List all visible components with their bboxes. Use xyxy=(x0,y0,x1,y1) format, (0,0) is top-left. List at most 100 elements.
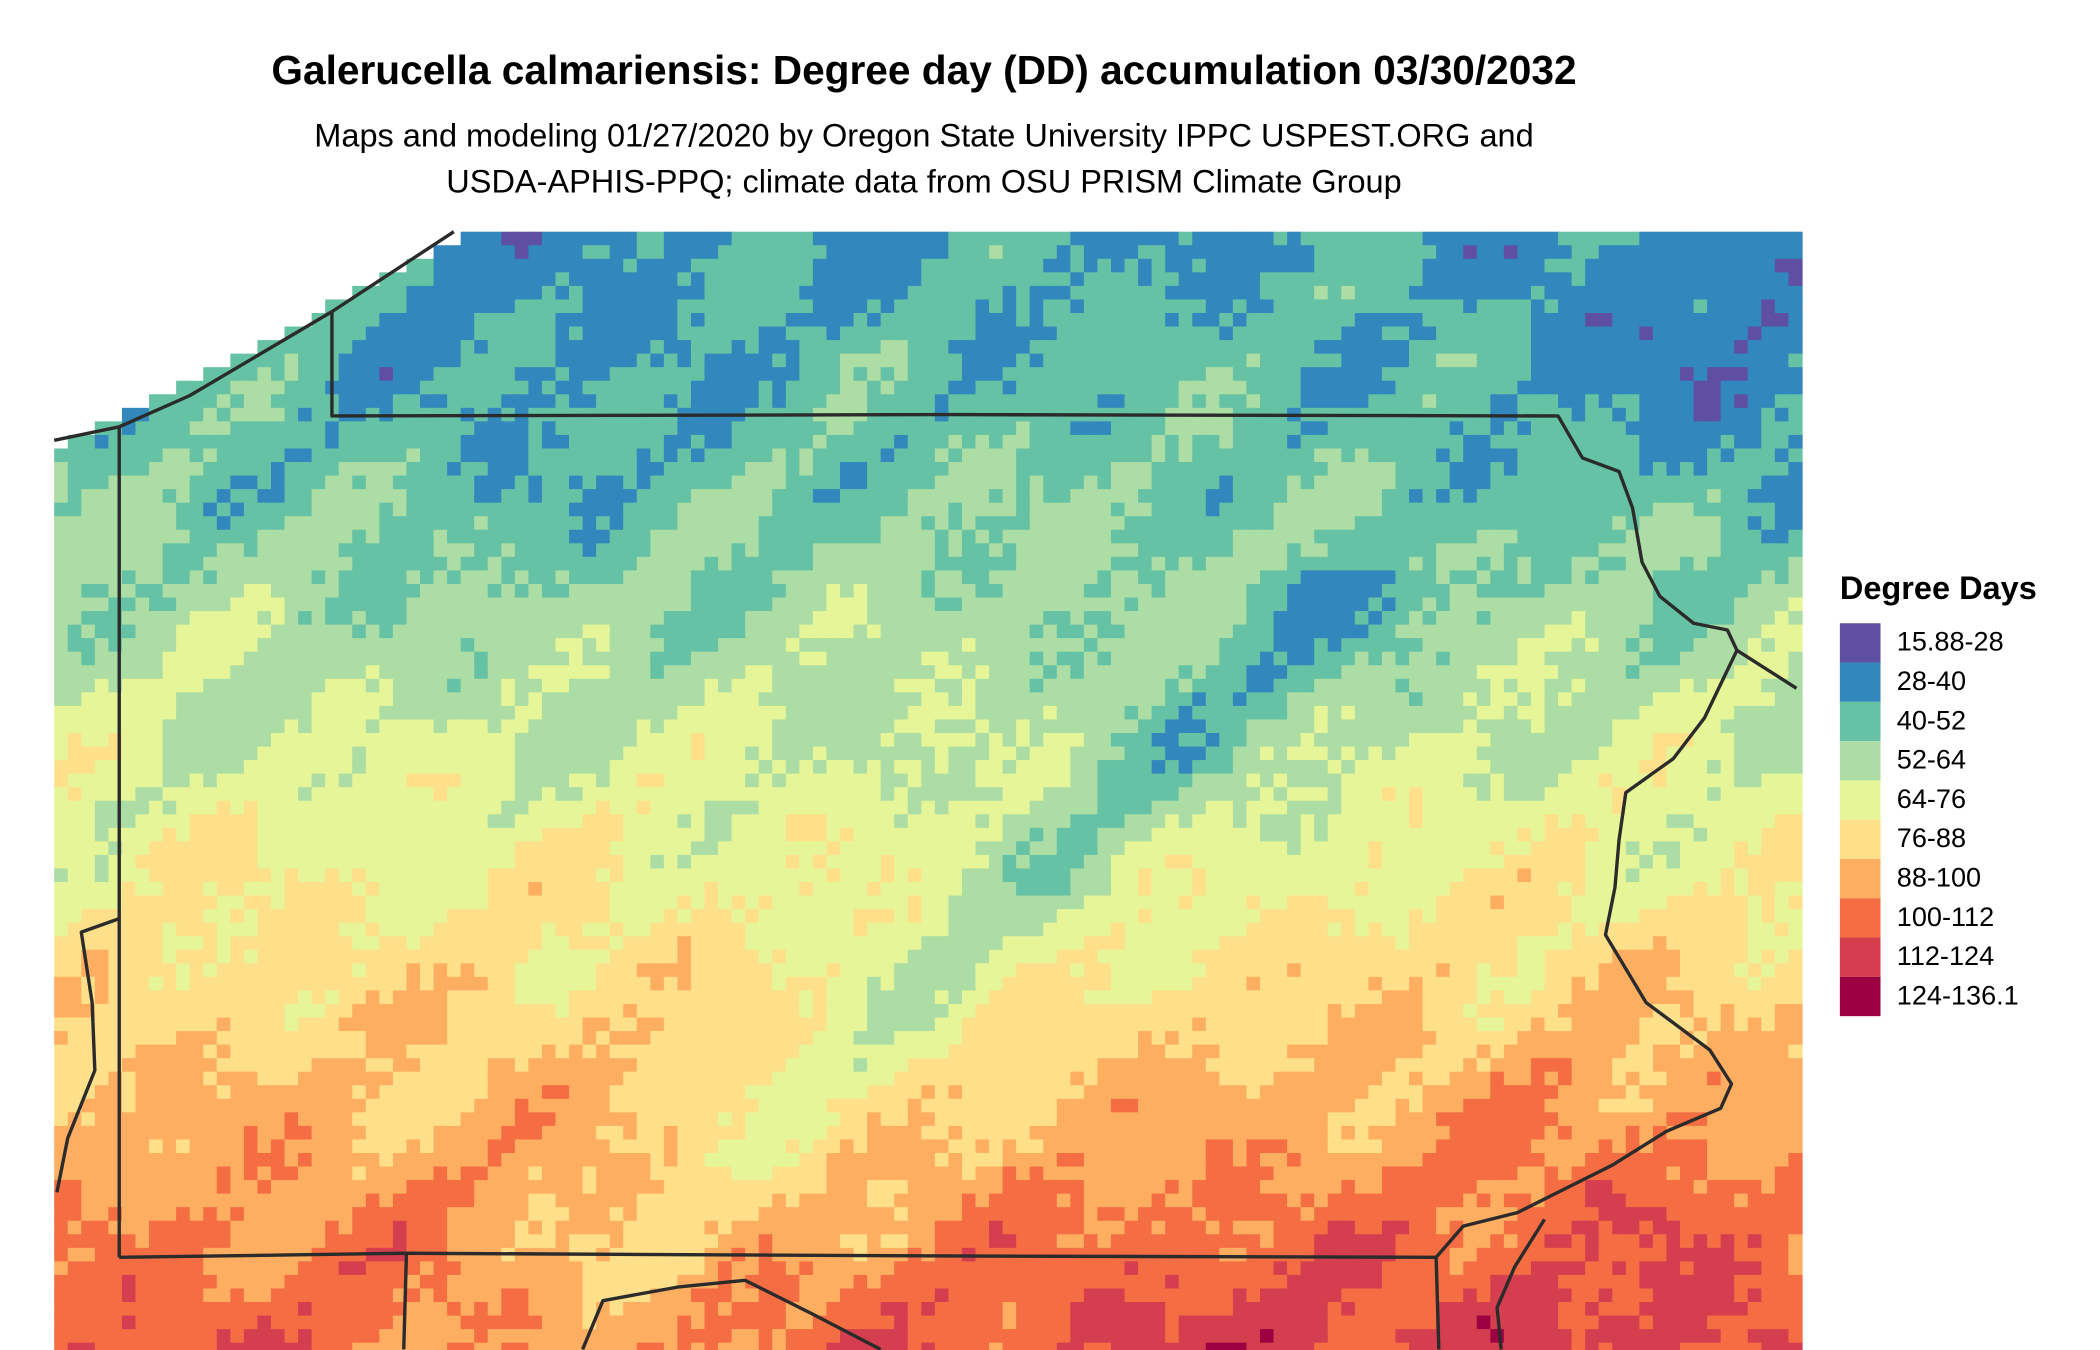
map-cell xyxy=(609,678,624,694)
map-cell xyxy=(1246,732,1261,748)
map-cell xyxy=(555,583,570,599)
map-cell xyxy=(379,543,394,558)
map-cell xyxy=(1273,746,1288,761)
map-cell xyxy=(1625,719,1641,734)
map-cell xyxy=(1463,516,1478,531)
map-cell xyxy=(569,462,584,477)
map-cell xyxy=(961,489,977,504)
map-cell xyxy=(298,611,313,626)
map-cell xyxy=(325,597,340,612)
map-cell xyxy=(1598,448,1613,463)
map-cell xyxy=(325,719,340,734)
map-cell xyxy=(677,719,692,734)
map-cell xyxy=(1368,434,1383,450)
map-cell xyxy=(704,475,719,490)
map-cell xyxy=(799,705,814,721)
map-cell xyxy=(1287,624,1302,639)
map-cell xyxy=(487,502,502,517)
map-cell xyxy=(1232,583,1248,599)
map-cell xyxy=(1530,394,1546,409)
map-cell xyxy=(406,556,421,572)
map-cell xyxy=(338,353,353,368)
map-cell xyxy=(541,502,557,517)
map-cell xyxy=(420,394,435,409)
map-cell xyxy=(1314,678,1329,694)
map-cell xyxy=(1178,746,1193,761)
map-cell xyxy=(1395,475,1410,490)
map-cell xyxy=(1788,611,1803,626)
map-cell xyxy=(812,624,828,639)
map-cell xyxy=(487,434,502,450)
map-cell xyxy=(1503,272,1519,287)
map-cell xyxy=(162,489,177,504)
map-cell xyxy=(189,611,204,626)
map-cell xyxy=(1530,245,1546,260)
map-cell xyxy=(1205,597,1221,612)
map-cell xyxy=(690,611,706,626)
map-cell xyxy=(1463,475,1478,490)
map-cell xyxy=(1503,462,1519,477)
map-cell xyxy=(785,448,801,463)
map-cell xyxy=(1544,353,1559,368)
map-cell xyxy=(1680,502,1695,517)
map-cell xyxy=(1612,732,1627,748)
map-cell xyxy=(352,665,367,680)
map-cell xyxy=(1747,312,1762,328)
map-cell xyxy=(1503,529,1519,544)
map-cell xyxy=(1056,475,1071,490)
map-cell xyxy=(1124,692,1139,707)
map-cell xyxy=(1124,245,1139,260)
map-cell xyxy=(1693,421,1708,436)
map-cell xyxy=(650,746,665,761)
map-cell xyxy=(203,705,218,721)
map-cell xyxy=(162,502,177,517)
map-cell xyxy=(1205,529,1221,544)
map-cell xyxy=(690,258,706,274)
map-cell xyxy=(1395,299,1410,314)
map-cell xyxy=(609,746,624,761)
map-cell xyxy=(961,760,977,775)
map-cell xyxy=(487,543,502,558)
map-cell xyxy=(528,556,543,572)
map-cell xyxy=(1707,367,1722,382)
map-cell xyxy=(1314,448,1329,463)
map-cell xyxy=(745,719,760,734)
map-cell xyxy=(1341,570,1356,585)
map-cell xyxy=(1395,732,1410,748)
map-cell xyxy=(1070,394,1085,409)
map-cell xyxy=(1625,556,1641,572)
map-cell xyxy=(1652,651,1668,666)
map-cell xyxy=(1273,285,1288,301)
map-cell xyxy=(1585,597,1600,612)
map-cell xyxy=(609,326,624,341)
map-cell xyxy=(894,773,909,788)
map-cell xyxy=(1571,624,1586,639)
map-cell xyxy=(636,746,651,761)
map-cell xyxy=(596,340,611,355)
map-cell xyxy=(541,746,557,761)
map-cell xyxy=(447,312,462,328)
map-cell xyxy=(420,719,435,734)
map-cell xyxy=(501,597,516,612)
map-cell xyxy=(961,651,977,666)
map-cell xyxy=(487,570,502,585)
map-cell xyxy=(528,502,543,517)
map-cell xyxy=(880,340,895,355)
map-cell xyxy=(812,543,828,558)
map-cell xyxy=(54,597,69,612)
map-cell xyxy=(1341,556,1356,572)
map-cell xyxy=(853,529,868,544)
map-cell xyxy=(1490,475,1505,490)
map-cell xyxy=(1287,719,1302,734)
map-cell xyxy=(149,597,164,612)
map-cell xyxy=(474,624,489,639)
map-cell xyxy=(840,611,855,626)
map-cell xyxy=(230,434,245,450)
map-cell xyxy=(338,434,353,450)
map-cell xyxy=(745,638,760,653)
map-cell xyxy=(189,624,204,639)
map-cell xyxy=(718,434,733,450)
map-cell xyxy=(1734,692,1749,707)
map-cell xyxy=(623,475,638,490)
map-cell xyxy=(880,583,895,599)
